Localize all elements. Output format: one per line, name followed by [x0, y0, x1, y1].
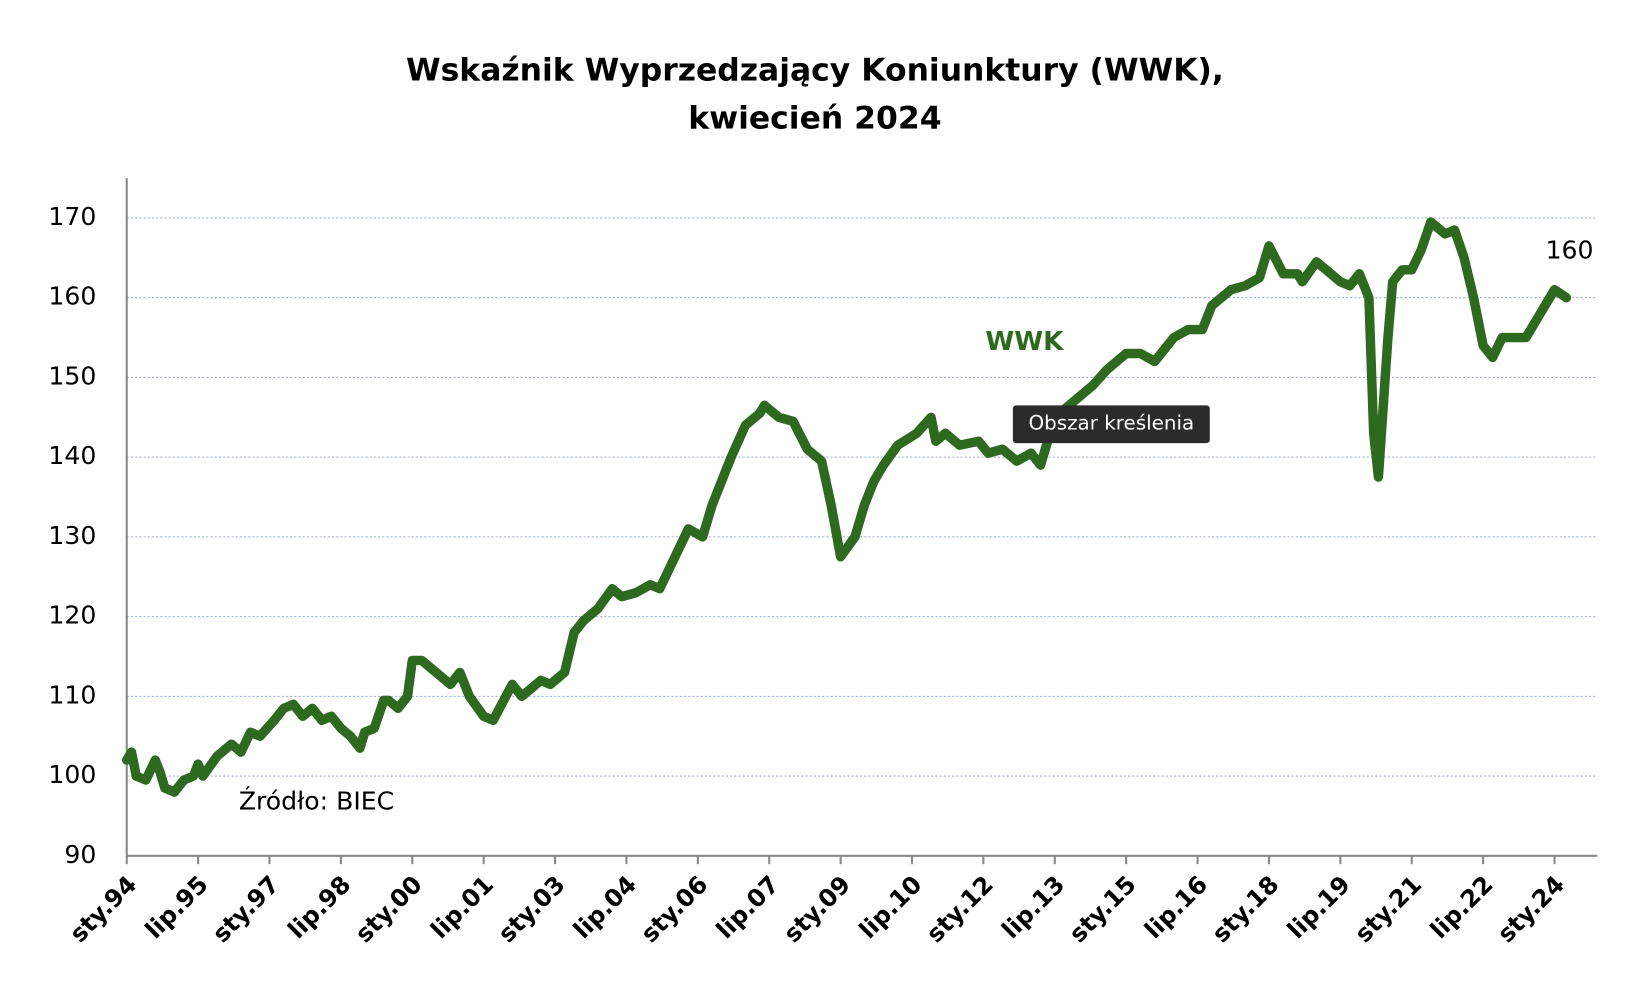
x-tick-label: lip.95: [140, 870, 214, 944]
x-tick-label: lip.98: [283, 870, 357, 944]
x-tick-label: sty.06: [636, 870, 714, 948]
y-tick-label: 110: [48, 680, 96, 709]
x-tick-label: sty.12: [921, 870, 999, 948]
x-tick-label: sty.03: [493, 870, 571, 948]
x-tick-label: sty.09: [778, 870, 856, 948]
x-tick-label: lip.13: [996, 870, 1070, 944]
x-tick-label: sty.21: [1349, 870, 1427, 948]
y-tick-label: 160: [48, 282, 96, 311]
tooltip-box: [1012, 405, 1210, 444]
x-tick-label: lip.01: [425, 870, 499, 944]
chart-subtitle: kwiecień 2024: [688, 100, 941, 136]
y-tick-label: 170: [48, 202, 96, 231]
y-tick-label: 140: [48, 441, 96, 470]
y-tick-label: 130: [48, 521, 96, 550]
tooltip: Obszar kreślenia: [1028, 412, 1194, 435]
x-tick-label: sty.97: [207, 870, 285, 948]
series-label: WWK: [985, 327, 1065, 357]
x-tick-label: sty.94: [64, 870, 142, 948]
x-tick-label: lip.19: [1282, 870, 1356, 944]
x-tick-label: lip.04: [568, 870, 642, 944]
x-tick-label: lip.22: [1425, 870, 1499, 944]
plot-area: 90100110120130140150160170sty.94lip.95st…: [48, 178, 1598, 948]
y-tick-label: 120: [48, 601, 96, 630]
data-line: [122, 217, 1572, 797]
x-tick-label: sty.15: [1064, 870, 1142, 948]
x-tick-label: lip.10: [854, 870, 928, 944]
y-tick-label: 150: [48, 361, 96, 390]
chart-title: Wskaźnik Wyprzedzający Koniunktury (WWK)…: [406, 52, 1224, 88]
y-tick-label: 100: [48, 760, 96, 789]
x-tick-label: sty.00: [350, 870, 428, 948]
x-tick-label: sty.18: [1207, 870, 1285, 948]
value-label: 160: [1546, 236, 1594, 265]
x-tick-label: lip.16: [1139, 870, 1213, 944]
x-tick-label: lip.07: [711, 870, 785, 944]
x-tick-label: sty.24: [1492, 870, 1570, 948]
y-tick-label: 90: [64, 840, 96, 869]
source-note: Źródło: BIEC: [239, 786, 394, 815]
